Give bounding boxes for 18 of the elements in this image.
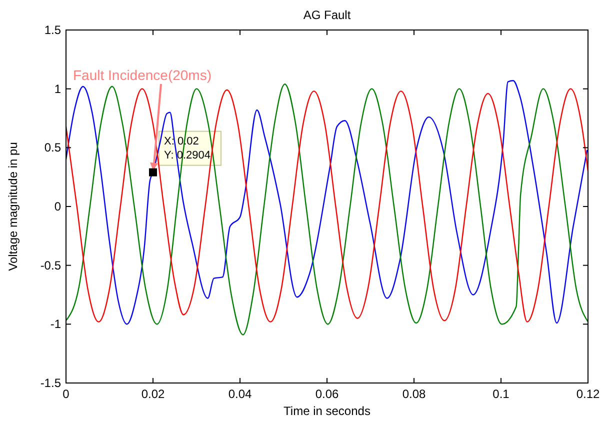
y-tick-label: -0.5 [40,258,62,272]
y-axis-title: Voltage magnitude in pu [6,142,20,271]
x-tick-label: 0.04 [228,387,252,401]
annotation: Fault Incidence(20ms) [73,67,212,83]
x-tick-label: 0.08 [402,387,426,401]
x-tick-label: 0.06 [315,387,339,401]
x-tick-label: 0.02 [141,387,165,401]
y-tick-label: -1.5 [40,376,62,390]
y-tick-label: 0 [54,200,62,214]
chart-title: AG Fault [303,8,352,22]
x-tick-label: 0.12 [576,387,600,401]
y-tick-label: 1 [54,82,62,96]
x-tick-label: 0 [62,387,70,401]
y-tick-label: 1.5 [44,23,62,37]
x-axis-title: Time in seconds [284,404,370,418]
y-tick-label: 0.5 [44,140,62,155]
x-tick-label: 0.1 [492,387,510,401]
y-tick-label: -1 [50,317,62,332]
